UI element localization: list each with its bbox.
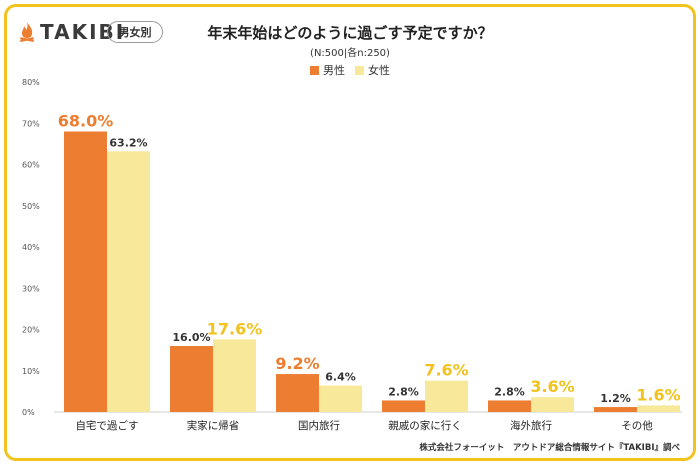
gender-badge: 男女別: [107, 21, 163, 43]
legend: 男性 女性: [0, 62, 700, 78]
bar-male: [276, 374, 319, 412]
legend-label-male: 男性: [323, 64, 345, 77]
data-label: 17.6%: [207, 319, 263, 338]
data-label: 3.6%: [530, 377, 574, 396]
data-label: 1.6%: [636, 385, 680, 404]
bar-male: [64, 131, 107, 412]
y-tick-label: 40%: [22, 243, 40, 252]
campfire-icon: [20, 22, 34, 42]
data-label: 63.2%: [109, 136, 147, 149]
legend-item-female: 女性: [355, 62, 390, 78]
data-label: 2.8%: [388, 385, 419, 398]
bar-female: [107, 151, 150, 413]
bar-female: [319, 385, 362, 412]
y-tick-label: 10%: [22, 367, 40, 376]
data-label: 9.2%: [275, 354, 319, 373]
y-tick-label: 30%: [22, 284, 40, 293]
bar-female: [637, 405, 680, 412]
x-tick-label: 親戚の家に行く: [388, 419, 462, 432]
x-tick-label: 海外旅行: [510, 419, 552, 432]
data-label: 68.0%: [58, 112, 114, 131]
bar-male: [594, 407, 637, 412]
legend-swatch-male: [310, 65, 319, 75]
data-label: 7.6%: [424, 361, 468, 380]
x-tick-label: その他: [621, 419, 653, 432]
bar-female: [531, 397, 574, 412]
data-label: 16.0%: [172, 331, 210, 344]
chart-title: 年末年始はどのように過ごす予定ですか？: [207, 24, 493, 42]
y-tick-label: 70%: [22, 119, 40, 128]
x-tick-label: 実家に帰省: [187, 419, 240, 432]
bar-female: [213, 339, 256, 412]
x-tick-label: 国内旅行: [298, 419, 340, 432]
x-tick-label: 自宅で過ごす: [75, 419, 138, 432]
legend-item-male: 男性: [310, 62, 345, 78]
data-label: 2.8%: [494, 385, 525, 398]
data-label: 1.2%: [600, 392, 631, 405]
data-label: 6.4%: [325, 371, 356, 384]
y-tick-label: 80%: [22, 78, 40, 87]
y-tick-label: 50%: [22, 202, 40, 211]
bar-male: [170, 346, 213, 412]
bar-female: [425, 380, 468, 412]
bar-male: [488, 400, 531, 412]
chart-subtitle: (N:500|各n:250): [310, 48, 390, 59]
legend-label-female: 女性: [368, 64, 390, 77]
y-tick-label: 60%: [22, 161, 40, 170]
y-tick-label: 0%: [22, 408, 35, 417]
legend-swatch-female: [355, 65, 364, 75]
credit-text: 株式会社フォーイット アウトドア総合情報サイト『TAKIBI』調べ: [419, 443, 680, 453]
y-tick-label: 20%: [22, 326, 40, 335]
bar-male: [382, 400, 425, 412]
